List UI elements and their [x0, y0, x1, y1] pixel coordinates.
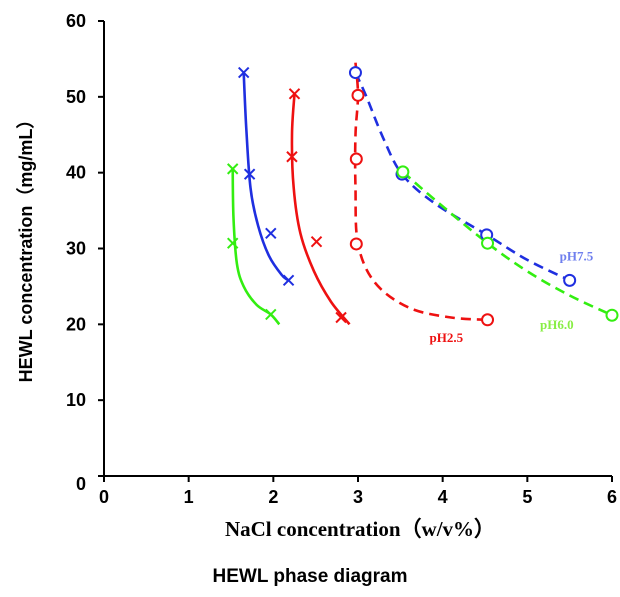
y-tick-label: 60 — [66, 11, 86, 31]
x-tick-label: 2 — [268, 487, 278, 507]
dashed-curve-green — [402, 170, 613, 317]
y-tick-label: 40 — [66, 163, 86, 183]
dashed-curve-red — [353, 62, 488, 322]
cross-marker-blue — [265, 227, 277, 240]
circle-marker-red — [349, 152, 363, 166]
cross-marker-red — [310, 235, 323, 248]
x-tick-label: 3 — [353, 487, 363, 507]
cross-stroke — [237, 66, 250, 79]
circle-marker-green — [605, 308, 619, 322]
y-tick-label: 30 — [66, 239, 86, 259]
cross-stroke — [288, 88, 301, 100]
cross-stroke — [310, 235, 323, 248]
y-tick-label: 20 — [66, 314, 86, 334]
y-tick-label: 10 — [66, 390, 86, 410]
x-tick-label: 1 — [184, 487, 194, 507]
cross-marker-blue — [282, 274, 295, 287]
y-axis-title: HEWL concentration（mg/mL） — [16, 111, 36, 383]
x-tick-label: 4 — [438, 487, 448, 507]
cross-stroke — [265, 227, 277, 240]
solid-curve-green — [231, 168, 281, 326]
solid-curve-red — [290, 93, 351, 326]
dashed-curve-blue — [354, 72, 571, 282]
circle-marker-red — [481, 313, 495, 327]
cross-marker-red — [335, 311, 347, 324]
cross-marker-green — [226, 163, 239, 175]
x-tick-label: 6 — [607, 487, 617, 507]
cross-stroke — [286, 151, 298, 163]
circle-marker-green — [396, 165, 410, 179]
cross-stroke — [335, 311, 347, 324]
chart-caption: HEWL phase diagram — [212, 566, 408, 587]
y-tick-label: 50 — [66, 87, 86, 107]
x-tick-label: 5 — [522, 487, 532, 507]
y-tick-label: 0 — [76, 474, 86, 494]
circle-marker-red — [349, 237, 363, 251]
cross-stroke — [265, 308, 277, 321]
circle-marker-green — [481, 236, 495, 250]
cross-marker-blue — [237, 66, 250, 79]
circle-marker-blue — [563, 273, 577, 287]
series-label-pH7.5: pH7.5 — [560, 248, 594, 263]
cross-marker-green — [265, 308, 277, 321]
series-label-pH6.0: pH6.0 — [540, 317, 574, 332]
cross-stroke — [226, 237, 239, 249]
x-tick-label: 0 — [99, 487, 109, 507]
x-axis-title: NaCl concentration（w/v%） — [225, 517, 495, 541]
cross-stroke — [243, 168, 256, 180]
circle-marker-red — [351, 88, 365, 102]
cross-marker-red — [286, 151, 298, 163]
cross-marker-blue — [243, 168, 256, 180]
cross-stroke — [226, 163, 239, 175]
circle-marker-blue — [348, 66, 362, 80]
solid-curve-blue — [242, 72, 290, 282]
phase-diagram-chart: 0 10 20 30 40 50 60 0 1 2 3 4 5 6 NaCl concentration（w… — [16, 11, 619, 541]
cross-stroke — [282, 274, 295, 287]
series-label-pH2.5: pH2.5 — [430, 330, 464, 345]
cross-marker-green — [226, 237, 239, 249]
cross-marker-red — [288, 88, 301, 100]
